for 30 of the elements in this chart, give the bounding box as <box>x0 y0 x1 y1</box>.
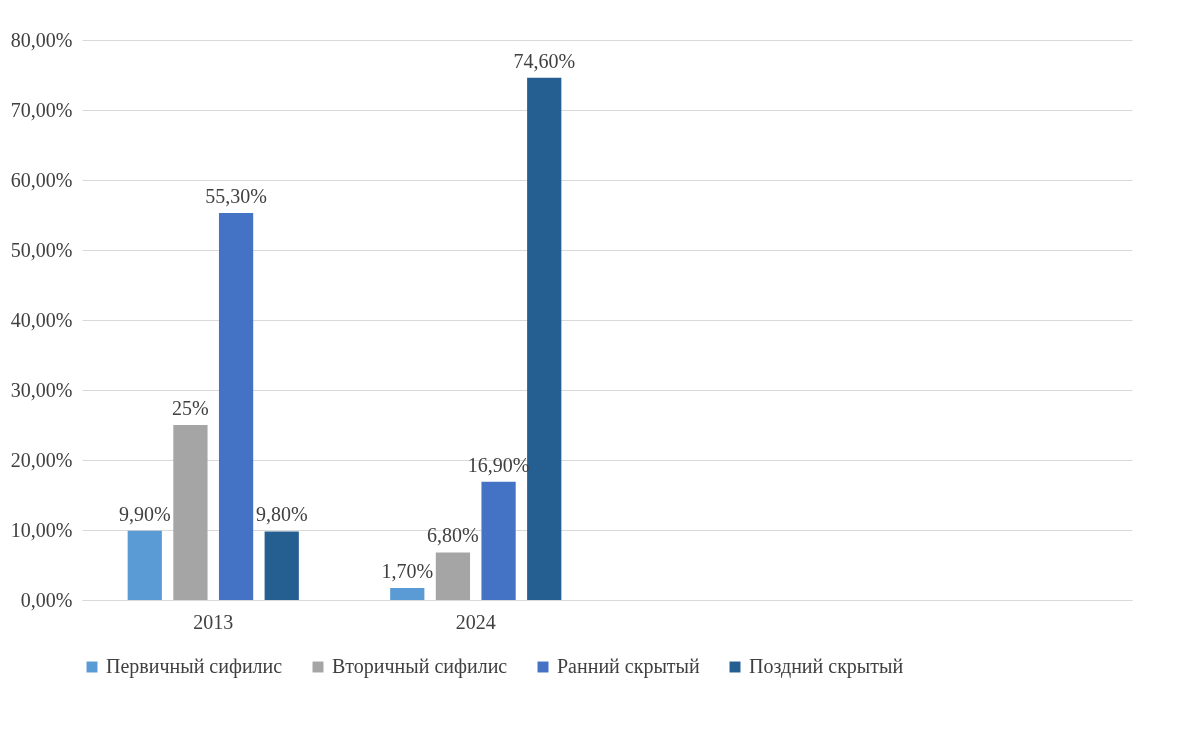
data-label: 6,80% <box>427 524 479 547</box>
x-tick-label: 2013 <box>193 610 234 633</box>
legend-label: Первичный сифилис <box>106 655 283 678</box>
y-tick-label: 30,00% <box>10 378 73 401</box>
bar <box>527 77 562 600</box>
data-label: 74,60% <box>513 49 576 72</box>
bar <box>481 481 516 600</box>
data-label: 55,30% <box>205 184 267 207</box>
legend-label: Поздний скрытый <box>749 655 904 678</box>
x-tick-label: 2024 <box>455 610 496 633</box>
bar <box>435 552 471 600</box>
bar <box>264 531 299 600</box>
bar <box>218 212 254 600</box>
data-label: 25% <box>172 397 209 419</box>
data-label: 1,70% <box>381 560 434 583</box>
data-label: 9,80% <box>255 503 308 526</box>
y-tick-label: 60,00% <box>10 168 73 191</box>
y-tick-label: 50,00% <box>10 238 73 261</box>
y-tick-label: 70,00% <box>10 98 73 121</box>
data-label: 9,90% <box>118 502 171 525</box>
y-tick-label: 40,00% <box>10 308 73 331</box>
bar <box>173 425 208 600</box>
bar <box>390 588 425 600</box>
y-tick-label: 20,00% <box>10 448 73 471</box>
y-tick-label: 80,00% <box>10 28 73 51</box>
y-tick-label: 0,00% <box>20 588 73 611</box>
bar <box>127 530 162 600</box>
legend-label: Ранний скрытый <box>557 655 701 678</box>
legend-label: Вторичный сифилис <box>332 655 508 678</box>
y-tick-label: 10,00% <box>10 518 73 541</box>
